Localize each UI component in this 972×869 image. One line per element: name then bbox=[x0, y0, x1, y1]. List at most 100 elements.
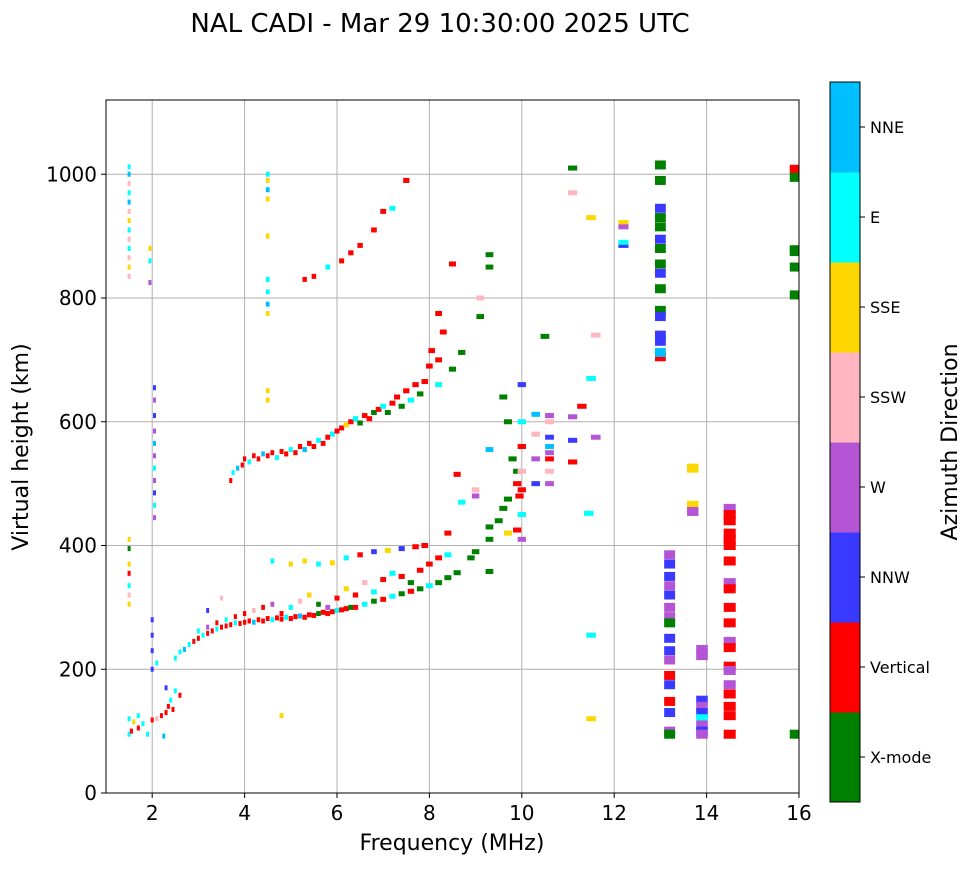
y-axis-label: Virtual height (km) bbox=[9, 343, 34, 550]
echo-point-e bbox=[284, 614, 289, 620]
echo-point-vertical bbox=[265, 453, 270, 459]
echo-point-vertical bbox=[233, 614, 237, 620]
echo-point-vertical bbox=[150, 717, 154, 723]
echo-point-vertical bbox=[426, 561, 433, 567]
echo-point-w bbox=[206, 624, 210, 630]
colorbar-frame bbox=[829, 81, 861, 803]
echo-point-vertical bbox=[279, 616, 284, 622]
echo-point-vertical bbox=[435, 555, 443, 561]
echo-point-w bbox=[696, 701, 708, 711]
echo-point-e bbox=[153, 465, 157, 471]
echo-point-w bbox=[664, 581, 676, 591]
echo-point-vertical bbox=[789, 164, 799, 174]
echo-point-vertical bbox=[129, 728, 133, 734]
echo-point-vertical bbox=[435, 357, 443, 363]
x-tick-label: 14 bbox=[694, 801, 719, 825]
echo-point-ssw bbox=[155, 716, 159, 722]
colorbar: X-mode Vertical NNW W SSW SSE E NNE bbox=[829, 81, 931, 803]
echo-point-e bbox=[288, 604, 293, 610]
echo-point-w bbox=[723, 680, 736, 690]
echo-point-ssw bbox=[252, 607, 256, 613]
echo-point-w bbox=[590, 434, 601, 440]
echo-point-vertical bbox=[293, 450, 298, 456]
echo-point-vertical bbox=[242, 611, 247, 617]
echo-point-vertical bbox=[448, 261, 457, 267]
echo-point-x-mode bbox=[513, 468, 522, 474]
echo-point-vertical bbox=[723, 689, 736, 699]
echo-point-vertical bbox=[380, 208, 387, 214]
echo-point-w bbox=[723, 636, 736, 646]
echo-point-e bbox=[316, 437, 321, 443]
echo-point-nne bbox=[252, 619, 256, 625]
echo-point-x-mode bbox=[654, 160, 666, 170]
echo-point-vertical bbox=[517, 444, 526, 449]
echo-point-sse bbox=[586, 215, 596, 221]
echo-point-nnw bbox=[371, 549, 377, 555]
echo-point-e bbox=[155, 660, 159, 666]
echo-point-vertical bbox=[196, 635, 200, 641]
echo-point-x-mode bbox=[503, 496, 512, 502]
echo-point-nne bbox=[127, 199, 131, 205]
echo-point-x-mode bbox=[316, 601, 321, 607]
echo-point-vertical bbox=[343, 606, 349, 612]
echo-point-w bbox=[545, 481, 554, 487]
echo-point-vertical bbox=[256, 617, 261, 623]
echo-point-vertical bbox=[325, 434, 331, 440]
echo-point-sse bbox=[288, 561, 293, 567]
echo-point-nnw bbox=[531, 481, 540, 487]
echo-point-e bbox=[618, 239, 629, 245]
echo-point-x-mode bbox=[384, 409, 391, 415]
echo-point-e bbox=[127, 227, 131, 233]
echo-point-w bbox=[153, 478, 157, 484]
echo-point-nne bbox=[153, 440, 157, 446]
echo-point-nnw bbox=[654, 268, 666, 278]
echo-point-vertical bbox=[325, 611, 331, 617]
echo-point-w bbox=[545, 450, 554, 456]
echo-point-vertical bbox=[398, 573, 405, 579]
echo-point-vertical bbox=[380, 577, 387, 583]
echo-point-sse bbox=[265, 388, 270, 394]
echo-point-vertical bbox=[297, 444, 303, 449]
echo-point-nnw bbox=[150, 648, 154, 654]
echo-point-e bbox=[584, 510, 594, 516]
echo-point-vertical bbox=[339, 607, 345, 613]
echo-point-e bbox=[325, 264, 331, 270]
echo-point-vertical bbox=[256, 456, 261, 462]
x-tick-label: 4 bbox=[238, 801, 251, 825]
echo-point-ssw bbox=[568, 190, 578, 196]
colorbar-tick-label: SSW bbox=[870, 388, 906, 407]
echo-point-e bbox=[265, 171, 270, 177]
echo-point-e bbox=[343, 555, 349, 561]
echo-point-vertical bbox=[171, 706, 175, 712]
echo-point-e bbox=[233, 620, 237, 626]
echo-point-vertical bbox=[311, 444, 317, 449]
echo-point-vertical bbox=[206, 630, 210, 636]
plot-frame bbox=[105, 99, 800, 794]
echo-point-vertical bbox=[375, 406, 382, 412]
echo-point-vertical bbox=[274, 615, 279, 621]
echo-point-vertical bbox=[723, 510, 736, 520]
echo-point-nnw bbox=[545, 434, 554, 440]
echo-point-e bbox=[288, 447, 293, 453]
echo-point-e bbox=[173, 688, 177, 694]
echo-point-e bbox=[127, 731, 131, 737]
echo-point-e bbox=[352, 416, 359, 422]
echo-point-sse bbox=[307, 592, 312, 598]
echo-point-e bbox=[153, 502, 157, 508]
echo-point-ssw bbox=[127, 181, 131, 187]
echo-point-x-mode bbox=[453, 570, 461, 576]
echo-point-w bbox=[696, 644, 708, 654]
echo-point-x-mode bbox=[654, 284, 666, 294]
colorbar-tick-label: SSE bbox=[870, 298, 900, 317]
echo-point-vertical bbox=[513, 527, 522, 533]
echo-point-vertical bbox=[166, 703, 170, 709]
x-tick-label: 8 bbox=[423, 801, 436, 825]
y-tick-label: 800 bbox=[59, 286, 97, 310]
echo-point-vertical bbox=[568, 459, 578, 465]
echo-point-vertical bbox=[428, 348, 436, 354]
echo-point-w bbox=[664, 602, 676, 612]
echo-point-ssw bbox=[531, 431, 540, 437]
echo-point-vertical bbox=[439, 329, 447, 335]
echo-point-e bbox=[389, 205, 396, 211]
